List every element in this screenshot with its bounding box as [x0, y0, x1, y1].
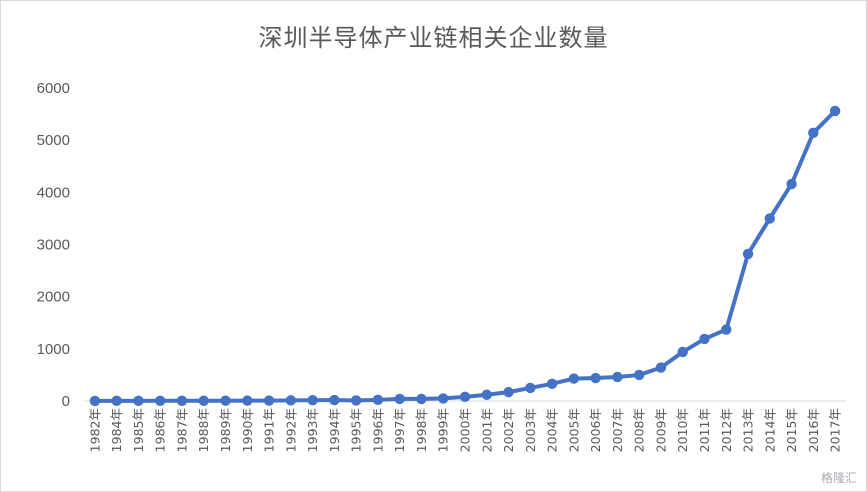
- y-axis: 0 1000 2000 3000 4000 5000 6000: [37, 80, 70, 410]
- y-tick-label: 4000: [37, 184, 70, 201]
- x-tick-label: 2012年: [719, 408, 734, 452]
- data-point: [590, 372, 601, 384]
- data-point: [89, 395, 101, 407]
- x-tick-label: 1988年: [196, 408, 211, 452]
- data-point: [612, 371, 623, 383]
- x-tick-label: 1997年: [392, 408, 407, 452]
- x-tick-label: 2015年: [784, 408, 799, 452]
- x-tick-label: 2000年: [458, 408, 473, 452]
- x-tick-label: 1992年: [283, 408, 298, 452]
- data-point: [329, 394, 340, 406]
- data-point: [372, 394, 384, 406]
- x-tick-label: 2011年: [697, 408, 712, 452]
- data-point: [263, 395, 275, 406]
- x-tick-label: 2002年: [501, 408, 516, 452]
- data-point: [198, 395, 209, 406]
- data-point: [155, 395, 166, 406]
- x-axis: 1982年 1984年 1985年 1986年 1987年 1988年 1989年 1990年…: [84, 400, 846, 452]
- x-tick-label: 1984年: [109, 408, 124, 452]
- x-tick-label: 2017年: [828, 408, 843, 452]
- data-point: [786, 178, 797, 190]
- data-point: [176, 395, 188, 406]
- data-point: [481, 389, 492, 400]
- data-point: [808, 127, 819, 139]
- data-point: [307, 395, 318, 406]
- data-point: [829, 105, 841, 117]
- data-point: [546, 378, 558, 389]
- x-tick-label: 2016年: [806, 408, 821, 452]
- data-point: [764, 213, 775, 224]
- x-tick-label: 1985年: [131, 408, 146, 452]
- data-point: [438, 393, 449, 404]
- x-tick-label: 2003年: [523, 408, 538, 452]
- x-tick-label: 1986年: [153, 408, 168, 452]
- data-point: [350, 395, 362, 406]
- data-point: [416, 393, 427, 405]
- x-tick-label: 1998年: [414, 408, 429, 452]
- x-tick-label: 2001年: [479, 408, 494, 452]
- y-tick-label: 3000: [37, 237, 70, 254]
- data-point: [525, 382, 536, 394]
- data-point: [111, 395, 122, 407]
- chart-title: 深圳半导体产业链相关企业数量: [258, 24, 609, 52]
- data-point: [220, 395, 231, 406]
- y-tick-label: 6000: [37, 80, 70, 97]
- data-point: [699, 333, 710, 345]
- x-tick-label: 1990年: [240, 408, 255, 452]
- x-tick-label: 1989年: [218, 408, 233, 452]
- y-tick-label: 1000: [37, 341, 70, 358]
- series-company-count: [89, 105, 841, 407]
- x-tick-label: 2009年: [653, 408, 668, 452]
- data-point: [394, 393, 405, 405]
- x-tick-label: 2008年: [632, 408, 647, 452]
- y-tick-label: 0: [62, 393, 70, 410]
- x-tick-label: 2006年: [588, 408, 603, 452]
- data-point: [721, 324, 732, 335]
- x-tick-label: 2010年: [675, 408, 690, 452]
- data-point: [503, 386, 514, 398]
- data-point: [568, 373, 580, 384]
- x-tick-label: 1999年: [436, 408, 451, 452]
- data-point: [677, 346, 688, 358]
- x-tick-label: 1993年: [305, 408, 320, 452]
- data-point: [633, 369, 645, 381]
- data-point: [133, 395, 144, 407]
- x-tick-label: 2013年: [741, 408, 756, 452]
- data-point: [655, 362, 667, 373]
- y-tick-label: 2000: [37, 289, 70, 306]
- x-tick-label: 2007年: [610, 408, 625, 452]
- data-point: [285, 395, 297, 406]
- data-point: [742, 248, 754, 260]
- data-point: [459, 391, 471, 403]
- x-tick-label: 1991年: [262, 408, 277, 452]
- series-line: [92, 108, 838, 403]
- x-tick-label: 1995年: [349, 408, 364, 452]
- data-point: [242, 395, 253, 406]
- x-tick-label: 2014年: [762, 408, 777, 452]
- x-tick-label: 1987年: [174, 408, 189, 452]
- x-tick-label: 2005年: [566, 408, 581, 452]
- watermark-logo: 格隆汇: [820, 471, 857, 485]
- y-tick-label: 5000: [37, 132, 70, 149]
- x-tick-label: 1994年: [327, 408, 342, 452]
- x-tick-label: 1982年: [87, 408, 102, 452]
- x-tick-label: 1996年: [370, 408, 385, 452]
- x-tick-label: 2004年: [545, 408, 560, 452]
